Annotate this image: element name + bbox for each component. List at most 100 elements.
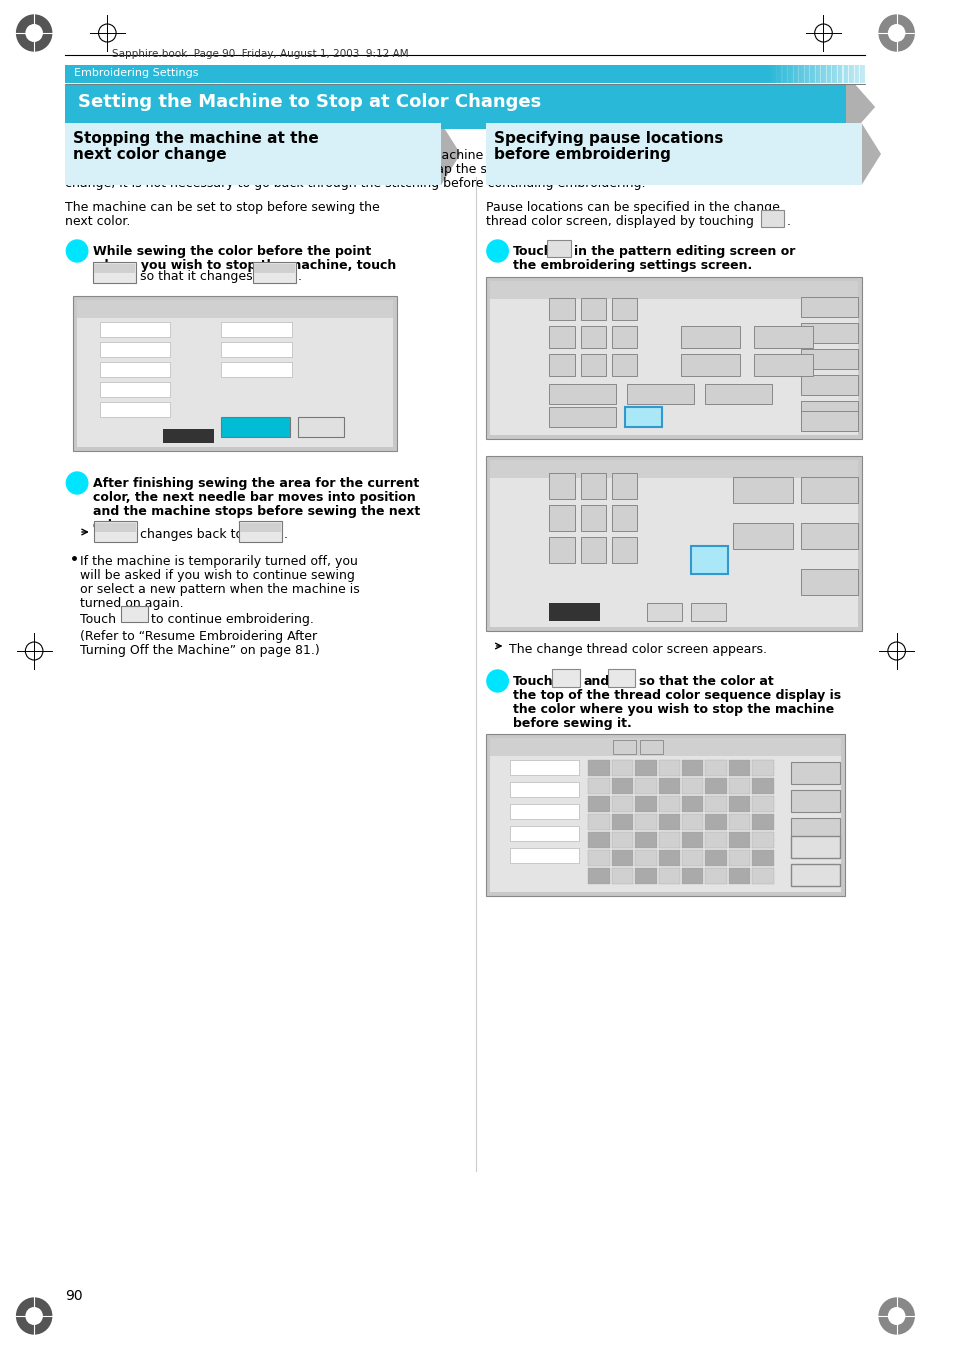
Bar [789,65,790,82]
Bar [489,281,857,435]
Text: +: + [616,676,626,688]
Text: MOSS GREEN: MOSS GREEN [513,788,559,793]
Text: ORANGE: ORANGE [102,367,132,373]
Text: thread color screen, displayed by touching: thread color screen, displayed by touchi… [485,215,753,228]
Text: WARM GREEN: WARM GREEN [102,347,151,353]
Text: 3: 3 [304,367,310,376]
Bar [821,65,822,82]
Circle shape [887,1306,904,1325]
Text: The machine can be stopped at any time; however, if the machine is stopped while: The machine can be stopped at any time; … [66,149,775,162]
Bar [794,65,796,82]
Text: 24mm: 24mm [690,285,712,290]
Text: 0min: 0min [274,304,293,309]
Bar [681,832,702,848]
Text: EDIT: EDIT [819,530,838,538]
Bar [775,65,776,82]
Bar [635,850,656,866]
Bar [839,65,841,82]
Bar [588,815,609,830]
Text: RESERVE: RESERVE [254,263,294,272]
Bar [820,65,821,82]
Bar [728,850,749,866]
Text: While sewing the color before the point: While sewing the color before the point [92,245,371,258]
Text: ≡: ≡ [704,561,713,571]
Bar [658,867,679,884]
Text: REPEAT: REPEAT [748,530,777,538]
Text: LIME GREEN: LIME GREEN [224,327,267,332]
Bar [510,782,578,797]
Text: 5: 5 [80,407,86,416]
Text: ≡: ≡ [768,215,776,226]
Bar [297,417,344,436]
Bar [854,65,855,82]
Text: 5: 5 [593,742,597,748]
Text: STOP: STOP [104,534,127,542]
Bar [801,349,857,369]
Bar [801,323,857,343]
Text: If the machine is temporarily turned off, you: If the machine is temporarily turned off… [80,555,357,567]
Text: so that it changes to: so that it changes to [139,270,269,282]
Text: 0°: 0° [734,285,741,290]
Text: CANCEL: CANCEL [307,426,335,431]
Bar [806,65,807,82]
Bar [807,65,809,82]
Bar [850,65,851,82]
Text: color.: color. [92,519,131,532]
Bar [681,815,702,830]
Bar [797,65,798,82]
Text: 5: 5 [807,285,811,290]
Bar [838,65,840,82]
Bar [611,473,637,499]
Bar [795,65,797,82]
Bar [801,569,857,594]
Circle shape [67,240,88,262]
Bar [611,832,633,848]
Text: The machine can be set to stop before sewing the: The machine can be set to stop before se… [66,201,379,213]
Text: The change thread color screen appears.: The change thread color screen appears. [509,643,766,657]
Text: 5: 5 [182,304,187,309]
Bar [66,85,845,128]
Bar [681,761,702,775]
Bar [549,326,574,349]
Circle shape [887,24,904,42]
Text: 1: 1 [72,247,82,261]
Circle shape [16,15,51,51]
Text: LIME GREEN: LIME GREEN [513,765,556,771]
Bar [803,65,805,82]
Circle shape [26,24,43,42]
Text: EDIT END: EDIT END [812,407,845,413]
Bar [658,850,679,866]
Bar [802,65,803,82]
Bar [658,761,679,775]
Bar [611,354,637,376]
Bar [704,796,726,812]
Bar [627,384,693,404]
Bar [772,65,774,82]
Bar [549,473,574,499]
Bar [732,477,792,503]
Bar [690,546,727,574]
Bar [580,354,605,376]
Bar [77,300,393,447]
Bar [728,761,749,775]
Text: 90: 90 [66,1289,83,1302]
Bar [728,832,749,848]
Bar [681,850,702,866]
Text: RED: RED [102,386,116,393]
Bar [681,778,702,794]
Bar [646,603,681,621]
Text: QUIT: QUIT [819,484,839,492]
Bar [728,778,749,794]
Text: ORANGE: ORANGE [224,367,253,373]
Text: RESERVE: RESERVE [241,521,279,531]
Text: Specifying pause locations: Specifying pause locations [493,131,722,146]
Bar [790,865,840,886]
Bar [752,850,773,866]
Text: 0mm: 0mm [720,463,738,470]
Text: 37mm: 37mm [116,304,138,309]
Bar [832,65,833,82]
Text: the color where you wish to stop the machine: the color where you wish to stop the mac… [513,703,834,716]
Bar [704,867,726,884]
Bar [253,262,295,282]
Text: 37mm: 37mm [538,463,560,470]
